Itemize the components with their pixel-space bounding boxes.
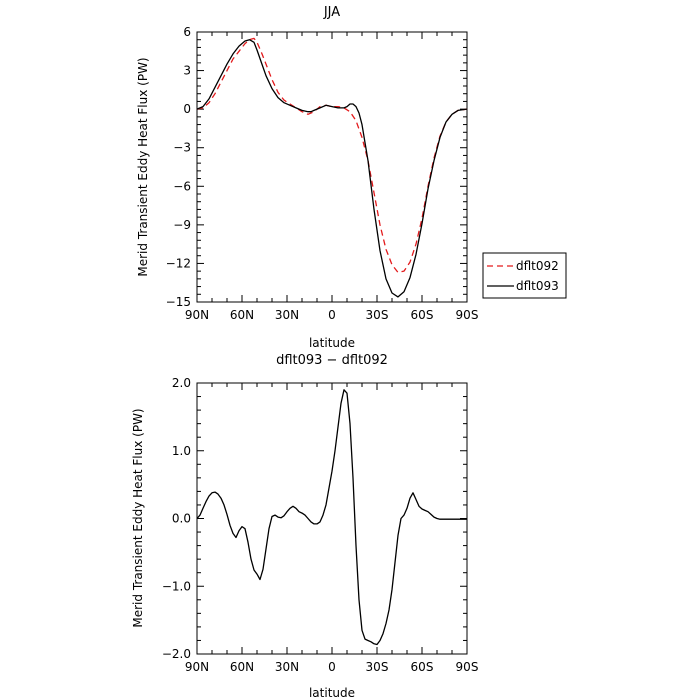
top-plot-frame bbox=[196, 31, 468, 303]
legend-label-dflt092: dflt092 bbox=[516, 259, 559, 273]
top-y-tick-label: −6 bbox=[173, 179, 191, 193]
top-x-tick-label: 0 bbox=[328, 308, 336, 322]
bottom-chart-title: dflt093 − dflt092 bbox=[276, 353, 388, 368]
top-y-tick-label: −15 bbox=[166, 295, 191, 309]
top-y-tick-label: −9 bbox=[173, 218, 191, 232]
top-chart-title: JJA bbox=[323, 5, 340, 20]
bottom-x-tick-label: 30S bbox=[366, 660, 389, 674]
bottom-x-axis-label: latitude bbox=[309, 686, 355, 700]
top-panel: JJA 90N 60N 30N 0 30S 60S 90S 6 3 0 −3 −6 −9 −12 −15 l… bbox=[136, 5, 478, 350]
top-series-line-dflt093 bbox=[196, 39, 468, 298]
bottom-y-tick-label: 2.0 bbox=[172, 376, 191, 390]
bottom-ticks: 90N 60N 30N 0 30S 60S 90S 2.0 1.0 0.0 −1.0 −2.0 bbox=[162, 376, 479, 674]
bottom-y-tick-label: 1.0 bbox=[172, 444, 191, 458]
bottom-panel: dflt093 − dflt092 90N 60N 30N 0 30S 60S 90S 2.0… bbox=[131, 353, 478, 700]
bottom-x-tick-label: 60N bbox=[230, 660, 254, 674]
top-x-tick-label: 90N bbox=[185, 308, 209, 322]
top-x-axis-label: latitude bbox=[309, 336, 355, 350]
bottom-y-tick-label: 0.0 bbox=[172, 512, 191, 526]
top-y-tick-label: 6 bbox=[183, 25, 191, 39]
bottom-series-layer bbox=[196, 389, 467, 646]
top-y-tick-label: −12 bbox=[166, 256, 191, 270]
top-x-tick-label: 60N bbox=[230, 308, 254, 322]
legend: dflt092 dflt093 bbox=[482, 252, 567, 299]
bottom-y-tick-label: −2.0 bbox=[162, 647, 191, 661]
top-series-layer bbox=[196, 37, 468, 298]
top-x-tick-label: 30S bbox=[366, 308, 389, 322]
bottom-y-axis-label: Merid Transient Eddy Heat Flux (PW) bbox=[131, 408, 145, 627]
top-y-axis-label: Merid Transient Eddy Heat Flux (PW) bbox=[136, 57, 150, 276]
bottom-x-tick-label: 0 bbox=[328, 660, 336, 674]
bottom-x-tick-label: 90N bbox=[185, 660, 209, 674]
top-x-tick-label: 30N bbox=[275, 308, 299, 322]
bottom-plot-frame bbox=[196, 382, 468, 655]
bottom-y-tick-label: −1.0 bbox=[162, 579, 191, 593]
top-y-tick-label: −3 bbox=[173, 141, 191, 155]
top-ticks: 90N 60N 30N 0 30S 60S 90S 6 3 0 −3 −6 −9 −12 −15 bbox=[166, 25, 479, 322]
top-y-tick-label: 3 bbox=[183, 64, 191, 78]
top-y-tick-label: 0 bbox=[183, 102, 191, 116]
legend-box bbox=[482, 252, 567, 299]
top-x-tick-label: 60S bbox=[411, 308, 434, 322]
top-series-line-dflt092 bbox=[196, 37, 468, 274]
bottom-x-tick-label: 60S bbox=[411, 660, 434, 674]
legend-label-dflt093: dflt093 bbox=[516, 279, 559, 293]
top-x-tick-label: 90S bbox=[456, 308, 479, 322]
bottom-series-line-series-0 bbox=[196, 389, 467, 646]
bottom-x-tick-label: 30N bbox=[275, 660, 299, 674]
bottom-x-tick-label: 90S bbox=[456, 660, 479, 674]
